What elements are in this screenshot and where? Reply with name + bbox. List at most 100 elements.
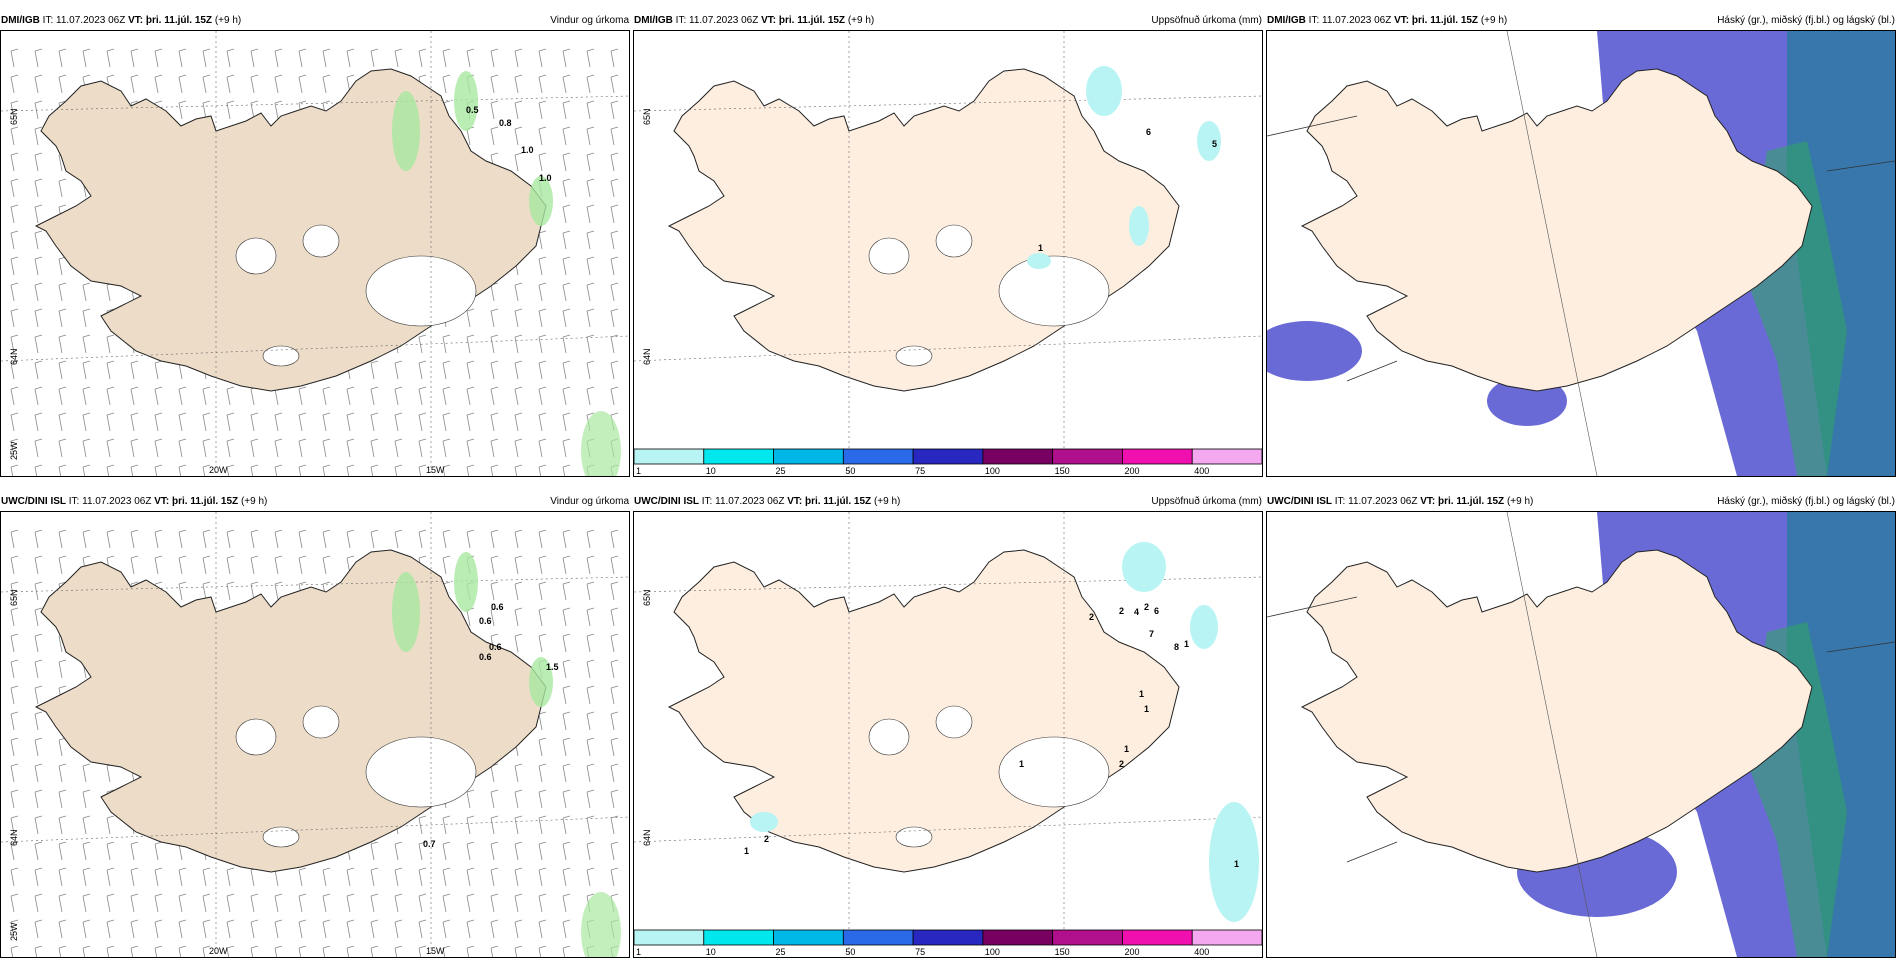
lat-label-64n: 64N: [9, 348, 19, 365]
panel-title: Uppsöfnuð úrkoma (mm): [1151, 15, 1262, 26]
legend-label: 10: [706, 466, 716, 476]
precip-value: 2: [1119, 606, 1124, 616]
header-vt: þri. 11.júl. 15Z: [1411, 15, 1479, 26]
legend-swatch: [912, 929, 984, 946]
precip-value: 1: [1019, 759, 1024, 769]
precip-area: [750, 812, 778, 832]
panel-run-info: DMI/IGB IT: 11.07.2023 06Z VT: þri. 11.j…: [1, 14, 241, 28]
legend-swatch: [842, 448, 914, 465]
header-lead: (+9 h): [847, 15, 875, 26]
precip-area: [1027, 253, 1051, 269]
legend-label: 25: [776, 466, 786, 476]
precip-value: 2: [764, 834, 769, 844]
header-model: UWC/DINI ISL: [1267, 496, 1332, 507]
precip-area: [1197, 121, 1221, 161]
lat-label-64n: 64N: [642, 829, 652, 846]
legend-label: 50: [845, 466, 855, 476]
glacier: [895, 826, 933, 848]
legend-swatch: [1052, 448, 1123, 465]
lat-label-65n: 65N: [642, 589, 652, 606]
legend-swatch: [1191, 929, 1262, 946]
header-vt: þri. 11.júl. 15Z: [1438, 496, 1505, 507]
precip-value: 1: [1124, 744, 1129, 754]
precip-value: 0.6: [491, 602, 504, 612]
map-svg: 65N 64N 25W 20W 15W 0.5 0.8 1.0 1.0: [1, 31, 629, 476]
precip-value: 0.6: [479, 652, 492, 662]
panel-run-info: UWC/DINI ISL IT: 11.07.2023 06Z VT: þri.…: [634, 495, 900, 509]
precip-value: 0.7: [423, 839, 436, 849]
panel-header: UWC/DINI ISL IT: 11.07.2023 06Z VT: þri.…: [633, 495, 1265, 509]
header-it: 11.07.2023 06Z: [1322, 15, 1392, 26]
map-frame: 65N 64N 25W 20W 15W 0.6 0.6 0.6 0.6 1.5 0.7: [0, 511, 630, 958]
legend-swatch: [634, 929, 705, 946]
legend-label: 100: [985, 947, 1000, 957]
precip-patch: [392, 91, 420, 171]
legend-swatch: [912, 448, 984, 465]
header-model: DMI/IGB: [1267, 15, 1306, 26]
header-it-label: IT:: [42, 15, 54, 26]
lat-label-65n: 65N: [9, 589, 19, 606]
map-panel-2: DMI/IGB IT: 11.07.2023 06Z VT: þri. 11.j…: [633, 14, 1265, 479]
header-it-label: IT:: [1308, 15, 1320, 26]
header-vt-label: VT:: [787, 496, 803, 507]
legend-label: 75: [915, 466, 925, 476]
header-it: 11.07.2023 06Z: [56, 15, 126, 26]
legend-swatch: [1052, 929, 1123, 946]
legend-swatch: [703, 929, 774, 946]
legend-swatch: [773, 448, 844, 465]
map-frame: 65N 64N 6 5 1 1 10 25 50 75 100 150 200 400: [633, 30, 1263, 477]
glacier: [868, 237, 910, 275]
precip-value: 7: [1149, 629, 1154, 639]
precip-area: [1209, 802, 1259, 922]
panel-title: Háský (gr.), miðský (fj.bl.) og lágský (…: [1717, 15, 1895, 26]
header-vt: þri. 11.júl. 15Z: [778, 15, 846, 26]
panel-title: Uppsöfnuð úrkoma (mm): [1151, 496, 1262, 507]
legend-label: 50: [845, 947, 855, 957]
header-vt-label: VT:: [1394, 15, 1410, 26]
map-panel-5: UWC/DINI ISL IT: 11.07.2023 06Z VT: þri.…: [633, 495, 1265, 960]
header-it-label: IT:: [675, 15, 687, 26]
legend-label: 150: [1055, 466, 1070, 476]
header-vt-label: VT:: [761, 15, 777, 26]
precip-patch: [454, 71, 478, 131]
header-vt-label: VT:: [154, 496, 170, 507]
map-frame: [1266, 511, 1896, 958]
glacier: [998, 736, 1110, 808]
iceland-land: [668, 549, 1180, 873]
legend-label: 400: [1194, 466, 1209, 476]
precip-value: 1: [1038, 243, 1043, 253]
lon-label-25w: 25W: [9, 441, 19, 460]
panel-header: DMI/IGB IT: 11.07.2023 06Z VT: þri. 11.j…: [633, 14, 1265, 28]
header-model: UWC/DINI ISL: [634, 496, 699, 507]
precip-area: [1129, 206, 1149, 246]
header-it: 11.07.2023 06Z: [1348, 496, 1418, 507]
lat-label-64n: 64N: [9, 829, 19, 846]
precip-patch: [529, 176, 553, 226]
precip-value: 1.0: [521, 145, 534, 155]
header-lead: (+9 h): [240, 496, 268, 507]
precip-legend: 1 10 25 50 75 100 150 200 400: [634, 448, 1262, 476]
precip-value: 0.6: [479, 616, 492, 626]
precip-area: [1086, 66, 1122, 116]
legend-swatch: [703, 448, 774, 465]
glacier: [935, 224, 973, 258]
panel-header: UWC/DINI ISL IT: 11.07.2023 06Z VT: þri.…: [0, 495, 632, 509]
panel-run-info: DMI/IGB IT: 11.07.2023 06Z VT: þri. 11.j…: [1267, 14, 1507, 28]
map-svg: 65N 64N 6 5 1 1 10 25 50 75 100 150 200 400: [634, 31, 1262, 476]
precip-value: 8: [1174, 642, 1179, 652]
glacier: [895, 345, 933, 367]
legend-label: 150: [1055, 947, 1070, 957]
panel-run-info: UWC/DINI ISL IT: 11.07.2023 06Z VT: þri.…: [1267, 495, 1533, 509]
legend-label: 75: [915, 947, 925, 957]
header-it-label: IT:: [701, 496, 713, 507]
legend-label: 200: [1124, 947, 1139, 957]
panel-header: DMI/IGB IT: 11.07.2023 06Z VT: þri. 11.j…: [1266, 14, 1898, 28]
lon-label-15w: 15W: [426, 465, 445, 475]
header-lead: (+9 h): [1506, 496, 1534, 507]
map-frame: 65N 64N 25W 20W 15W 0.5 0.8 1.0 1.0: [0, 30, 630, 477]
legend-label: 400: [1194, 947, 1209, 957]
legend-label: 200: [1124, 466, 1139, 476]
precip-value: 1.5: [546, 662, 559, 672]
